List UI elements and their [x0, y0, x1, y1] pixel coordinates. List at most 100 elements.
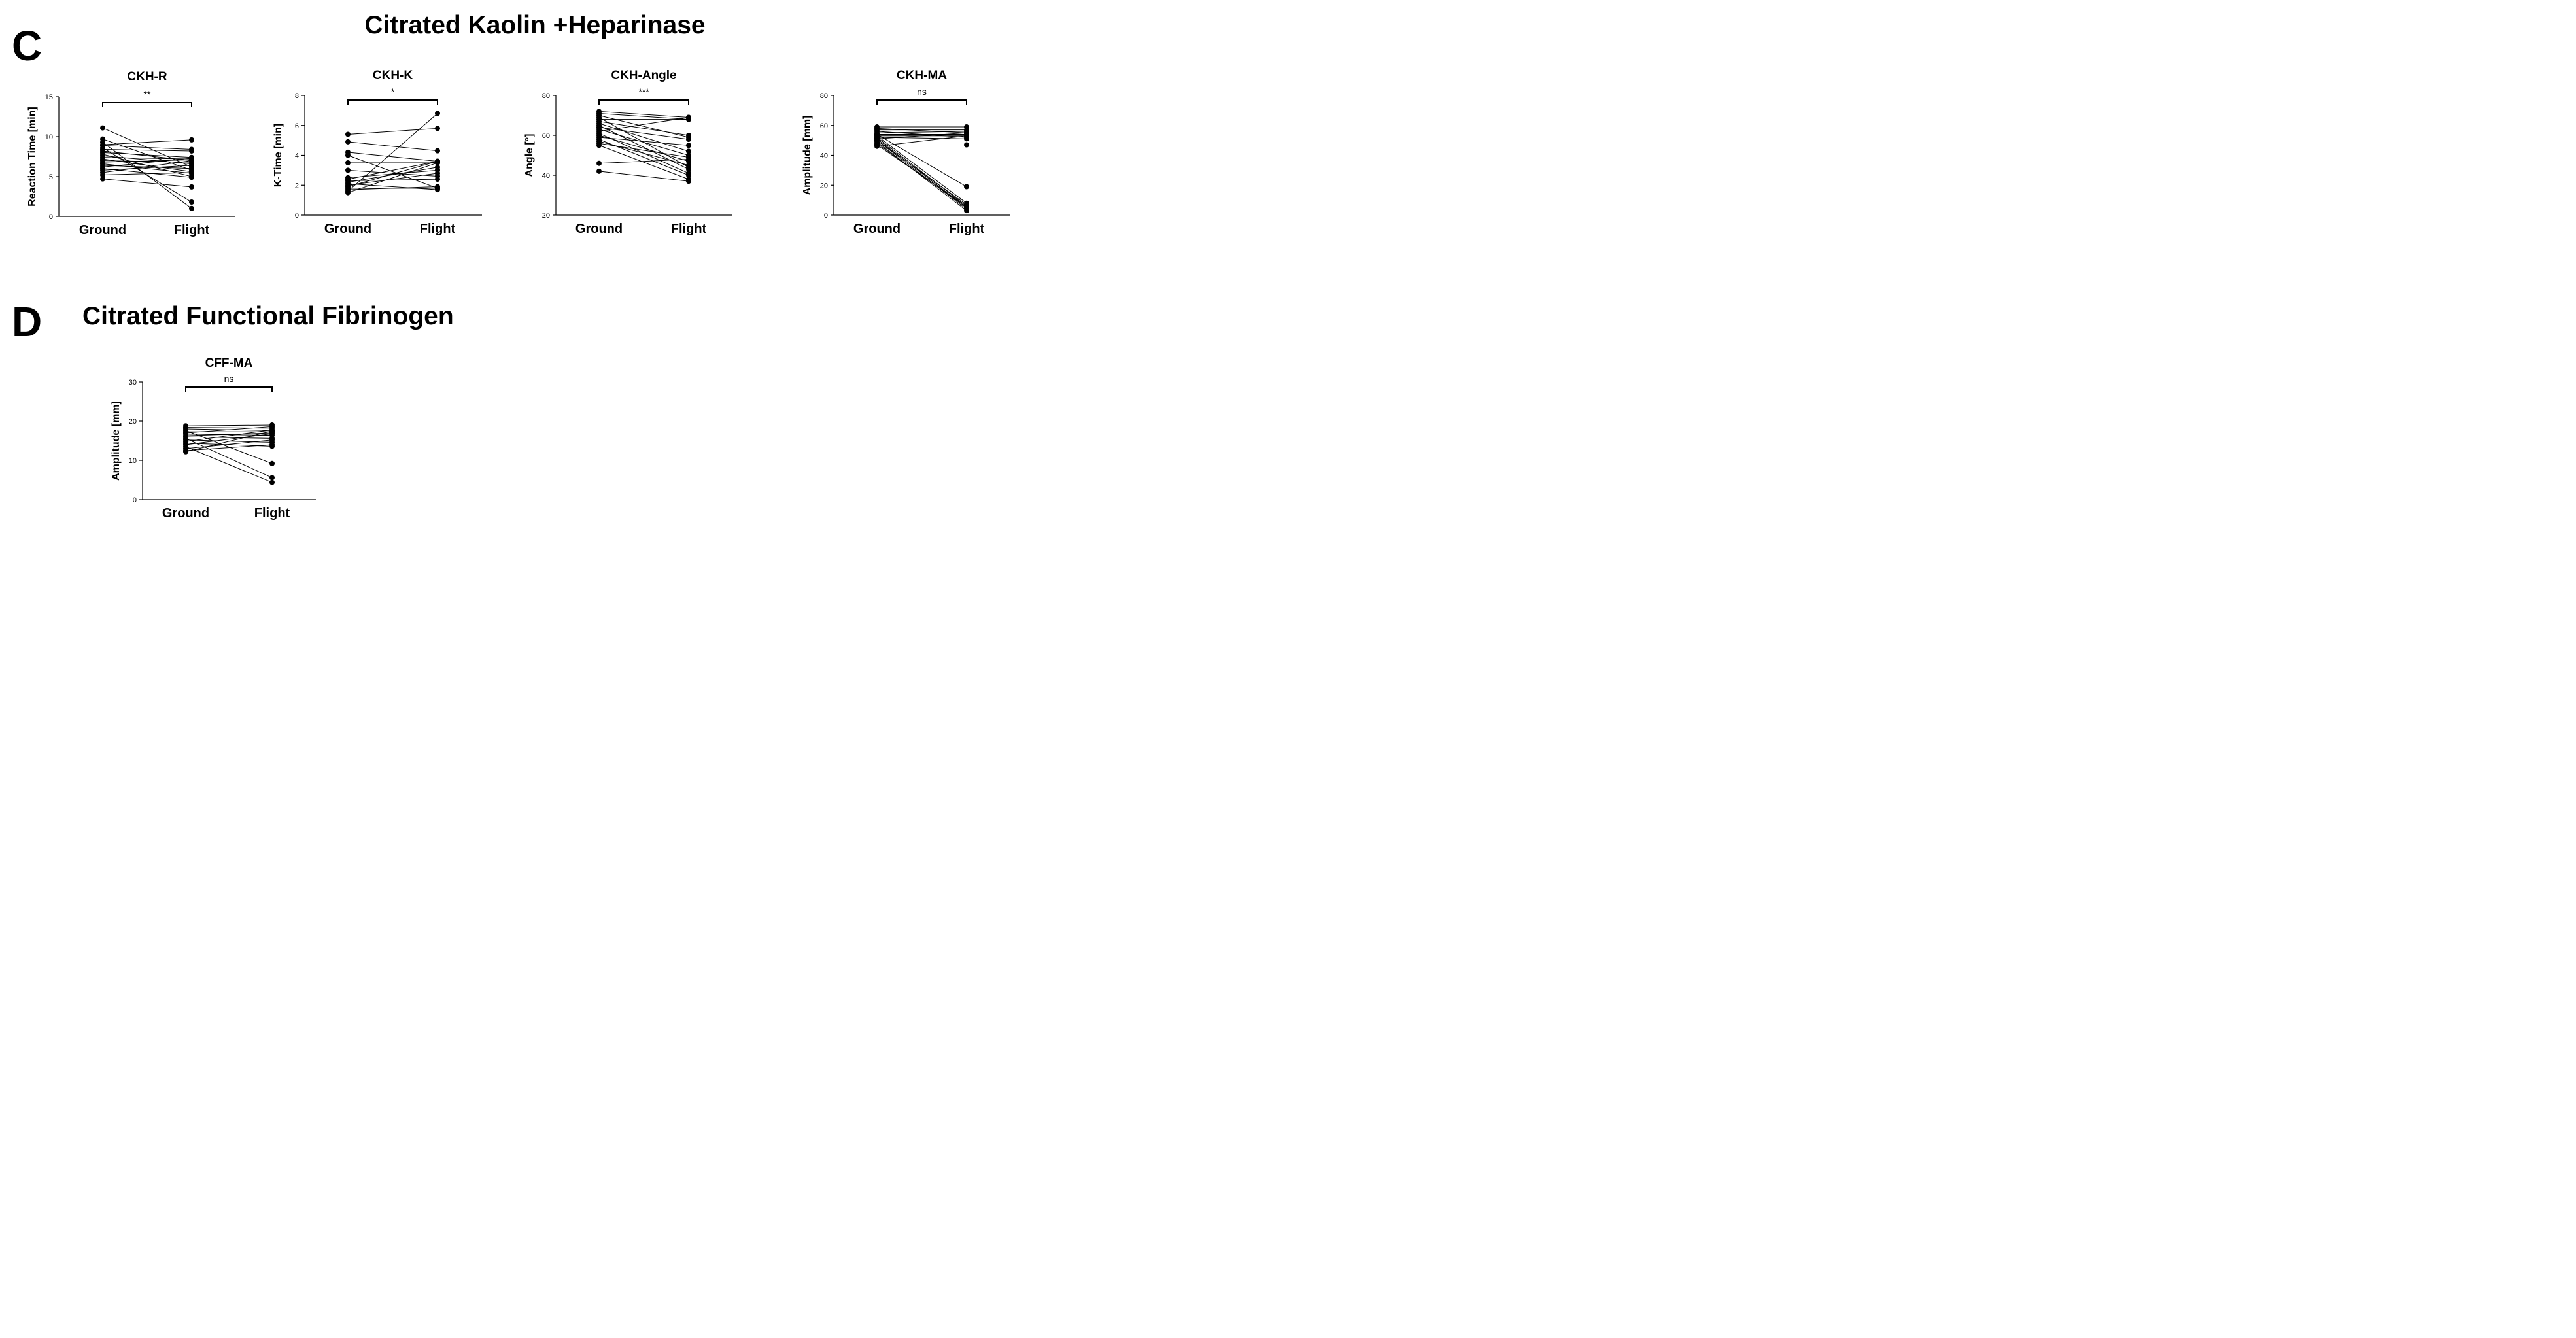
y-axis-label: Angle [°] — [524, 134, 535, 177]
flight-point — [269, 428, 275, 434]
flight-point — [269, 479, 275, 485]
paired-line — [185, 437, 273, 478]
significance-label: ns — [224, 373, 234, 384]
paired-line — [185, 426, 273, 434]
flight-point — [686, 162, 691, 168]
flight-point — [189, 169, 194, 175]
flight-point — [686, 137, 691, 143]
flight-point — [435, 177, 440, 182]
paired-line — [102, 157, 192, 160]
flight-point — [964, 133, 969, 139]
paired-line — [598, 115, 689, 138]
paired-line — [102, 159, 192, 163]
ground-point — [596, 168, 602, 174]
ground-point — [345, 160, 351, 165]
y-tick-label: 60 — [820, 122, 828, 130]
x-category-label: Flight — [420, 222, 456, 236]
y-tick-label: 4 — [295, 152, 299, 160]
y-tick-label: 5 — [49, 173, 53, 181]
y-tick-label: 80 — [820, 92, 828, 100]
y-tick-label: 20 — [542, 212, 550, 220]
paired-line — [347, 173, 438, 186]
paired-line — [347, 183, 438, 190]
flight-point — [435, 160, 440, 165]
y-tick-label: 60 — [542, 132, 550, 140]
paired-line — [102, 149, 192, 152]
x-category-label: Flight — [174, 223, 210, 237]
paired-line — [185, 430, 273, 464]
paired-line — [102, 165, 192, 171]
y-tick-label: 10 — [129, 457, 137, 465]
paired-line — [102, 158, 192, 167]
paired-line — [185, 436, 273, 439]
flight-point — [435, 170, 440, 176]
ground-point — [100, 176, 105, 182]
figure: C Citrated Kaolin +Heparinase D Citrated… — [12, 11, 1010, 521]
paired-line — [102, 152, 192, 158]
paired-line — [598, 137, 689, 146]
paired-line — [185, 432, 273, 436]
flight-point — [686, 133, 691, 138]
paired-line — [102, 160, 192, 173]
paired-line — [185, 429, 273, 442]
flight-point — [269, 442, 275, 447]
x-category-label: Ground — [324, 222, 371, 236]
ground-point — [345, 190, 351, 196]
ground-point — [874, 143, 880, 149]
flight-point — [189, 199, 194, 205]
paired-line — [598, 135, 689, 162]
flight-point — [189, 158, 194, 163]
paired-line — [598, 145, 689, 180]
y-axis-label: Reaction Time [min] — [27, 107, 38, 207]
paired-line — [598, 125, 689, 170]
chart-ckh-angle: CKH-Angle *** 20 40 60 80 Angle [°] Ground Fligh… — [524, 69, 732, 236]
y-tick-label: 2 — [295, 182, 299, 190]
flight-point — [435, 111, 440, 116]
paired-line — [102, 160, 192, 163]
ground-point — [596, 160, 602, 166]
significance-label: *** — [638, 86, 649, 97]
paired-line — [598, 123, 689, 152]
flight-point — [269, 475, 275, 481]
flight-point — [435, 126, 440, 131]
paired-line — [876, 128, 967, 133]
y-axis-label: Amplitude [mm] — [802, 116, 813, 196]
flight-point — [269, 460, 275, 466]
paired-line — [185, 430, 273, 453]
paired-line — [598, 143, 689, 158]
flight-point — [435, 184, 440, 190]
ground-point — [183, 449, 188, 455]
paired-line — [876, 140, 967, 210]
paired-line — [185, 433, 273, 445]
paired-line — [598, 121, 689, 136]
significance-bracket — [102, 102, 192, 107]
paired-line — [347, 167, 438, 183]
y-tick-label: 8 — [295, 92, 299, 100]
flight-point — [189, 162, 194, 168]
significance-label: * — [391, 86, 395, 97]
y-tick-label: 6 — [295, 122, 299, 130]
paired-line — [102, 139, 192, 171]
flight-point — [686, 148, 691, 154]
paired-line — [347, 128, 438, 135]
x-category-label: Ground — [575, 222, 623, 236]
paired-line — [347, 179, 438, 181]
chart-title: CFF-MA — [205, 356, 253, 370]
significance-label: ns — [917, 86, 927, 97]
x-category-label: Flight — [254, 506, 290, 521]
section-title-c: Citrated Kaolin +Heparinase — [364, 11, 705, 39]
ground-point — [345, 131, 351, 137]
paired-line — [102, 179, 192, 188]
paired-line — [876, 137, 967, 207]
paired-line — [598, 117, 689, 132]
paired-line — [347, 141, 438, 152]
flight-point — [189, 205, 194, 211]
paired-line — [185, 434, 273, 436]
paired-line — [347, 161, 438, 180]
panel-letter-c: C — [12, 22, 42, 69]
significance-bracket — [876, 99, 967, 105]
y-tick-label: 40 — [542, 172, 550, 180]
paired-line — [185, 446, 273, 483]
chart-ckh-r: CKH-R ** 0 5 10 15 Reaction Time [min] Ground Fl… — [27, 70, 235, 237]
ground-point — [345, 167, 351, 173]
